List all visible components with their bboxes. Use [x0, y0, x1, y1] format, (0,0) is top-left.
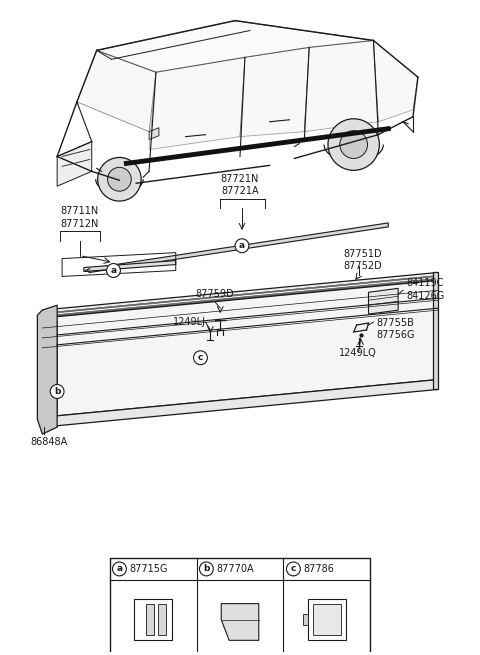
Polygon shape	[57, 141, 92, 186]
Circle shape	[328, 119, 379, 170]
Text: b: b	[54, 387, 60, 396]
Circle shape	[193, 351, 207, 365]
Text: 87751D
87752D: 87751D 87752D	[344, 249, 383, 271]
Circle shape	[340, 131, 368, 159]
Polygon shape	[149, 128, 159, 140]
Bar	[158, 604, 166, 635]
Polygon shape	[221, 604, 259, 641]
Polygon shape	[77, 50, 156, 132]
Polygon shape	[149, 57, 245, 149]
Polygon shape	[96, 20, 373, 72]
Polygon shape	[42, 310, 57, 427]
Circle shape	[112, 562, 126, 576]
Text: c: c	[198, 353, 203, 362]
Text: b: b	[203, 565, 210, 573]
Polygon shape	[90, 223, 388, 272]
Text: a: a	[116, 565, 122, 573]
Circle shape	[200, 562, 213, 576]
Text: 87711N
87712N: 87711N 87712N	[60, 206, 99, 229]
Text: 87721N
87721A: 87721N 87721A	[221, 174, 259, 196]
Text: 87786: 87786	[303, 564, 334, 574]
Bar	[146, 604, 154, 635]
Polygon shape	[42, 379, 438, 427]
Circle shape	[50, 384, 64, 398]
Circle shape	[287, 562, 300, 576]
Text: 84119C
84126G: 84119C 84126G	[406, 278, 444, 301]
Circle shape	[108, 168, 131, 191]
Text: 1249LJ: 1249LJ	[173, 317, 206, 327]
Polygon shape	[42, 280, 438, 417]
Polygon shape	[84, 261, 176, 271]
Bar	[303, 614, 308, 626]
Text: 87770A: 87770A	[216, 564, 254, 574]
Circle shape	[97, 157, 141, 201]
Text: a: a	[239, 241, 245, 250]
Text: 87755B
87756G: 87755B 87756G	[376, 318, 415, 341]
Polygon shape	[42, 282, 438, 320]
Text: a: a	[110, 266, 117, 275]
Polygon shape	[240, 47, 309, 137]
Bar	[134, 599, 172, 641]
Polygon shape	[42, 272, 438, 318]
Circle shape	[107, 263, 120, 278]
Bar	[308, 599, 346, 641]
Bar	[313, 604, 341, 635]
Text: c: c	[291, 565, 296, 573]
Polygon shape	[304, 41, 378, 132]
Text: 86848A: 86848A	[30, 437, 68, 447]
Text: 1249LQ: 1249LQ	[339, 348, 377, 358]
Polygon shape	[369, 288, 398, 314]
Polygon shape	[42, 278, 438, 317]
Text: 87715G: 87715G	[129, 564, 168, 574]
Text: 87759D: 87759D	[195, 290, 234, 299]
Bar	[109, 558, 371, 655]
Polygon shape	[373, 41, 418, 122]
Polygon shape	[37, 305, 57, 434]
Circle shape	[235, 239, 249, 253]
Polygon shape	[42, 276, 438, 314]
Polygon shape	[433, 272, 438, 390]
